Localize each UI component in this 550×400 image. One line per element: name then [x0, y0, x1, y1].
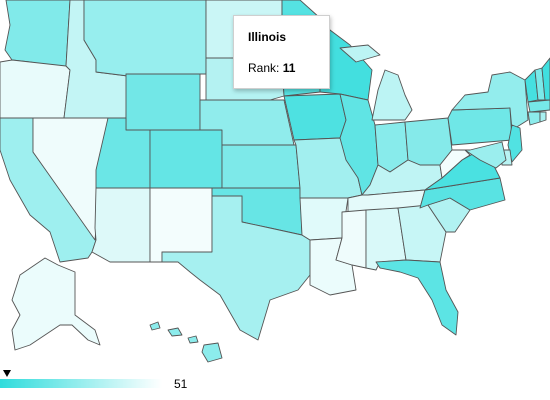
state-TX[interactable] — [161, 195, 311, 341]
state-WA[interactable] — [4, 0, 71, 67]
state-ME[interactable] — [541, 57, 550, 101]
state-OH[interactable] — [404, 117, 453, 166]
legend-max-label: 51 — [174, 377, 188, 391]
state-MT[interactable] — [83, 0, 207, 77]
state-tooltip: Illinois Rank: 11 — [233, 15, 330, 89]
color-legend: 51 — [0, 370, 550, 400]
state-KS[interactable] — [221, 144, 301, 189]
state-WY[interactable] — [125, 73, 201, 131]
state-CT[interactable] — [527, 111, 541, 126]
state-HI[interactable] — [149, 321, 223, 363]
tooltip-title: Illinois — [248, 30, 287, 44]
state-WV[interactable] — [439, 149, 471, 179]
state-OR[interactable] — [0, 59, 71, 119]
legend-gradient-bar — [0, 379, 162, 388]
state-AZ[interactable] — [91, 187, 151, 263]
tooltip-label: Rank: — [248, 61, 280, 75]
legend-marker-icon — [3, 370, 11, 377]
state-IA[interactable] — [283, 93, 347, 141]
state-PA[interactable] — [447, 107, 513, 146]
state-MA[interactable] — [527, 99, 550, 113]
state-AK[interactable] — [11, 257, 101, 351]
state-WI[interactable] — [319, 29, 373, 101]
state-AR[interactable] — [299, 197, 349, 241]
state-NM[interactable] — [149, 187, 213, 263]
tooltip-body: Rank: 11 — [248, 61, 329, 75]
state-FL[interactable] — [375, 259, 459, 336]
state-NJ[interactable] — [507, 124, 523, 163]
state-MD[interactable] — [464, 141, 507, 169]
state-CO[interactable] — [149, 129, 223, 189]
state-MI[interactable] — [339, 44, 413, 121]
state-RI[interactable] — [539, 111, 547, 123]
tooltip-value: 11 — [282, 61, 296, 75]
state-NY[interactable] — [451, 71, 529, 131]
